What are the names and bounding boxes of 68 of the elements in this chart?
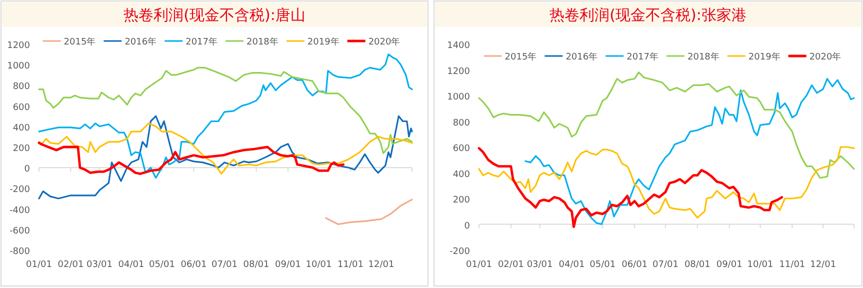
line-series <box>38 142 345 175</box>
x-tick-label: 06/01 <box>180 260 207 270</box>
legend-label: 2016年 <box>566 52 598 62</box>
x-tick-label: 07/01 <box>212 260 238 270</box>
x-tick-label: 03/01 <box>526 260 553 270</box>
legend-label: 2020年 <box>368 36 400 48</box>
x-tick-label: 01/01 <box>466 260 492 270</box>
x-tick-label: 08/01 <box>243 260 270 270</box>
x-tick-label: 12/01 <box>810 260 836 270</box>
legend-label: 2018年 <box>246 36 278 48</box>
x-tick-label: 07/01 <box>652 260 678 270</box>
chart-title: 热卷利润(现金不含税):张家港 <box>550 6 746 24</box>
x-tick-label: 11/01 <box>338 260 364 270</box>
legend-label: 2015年 <box>64 36 96 48</box>
chart-title: 热卷利润(现金不含税):唐山 <box>124 6 306 24</box>
line-series <box>38 122 413 175</box>
y-tick-label: 400 <box>452 170 470 180</box>
legend-label: 2019年 <box>748 52 780 62</box>
legend-label: 2018年 <box>688 52 720 62</box>
x-tick-label: 11/01 <box>779 260 806 270</box>
line-series <box>38 54 413 179</box>
y-tick-label: 0 <box>464 221 470 232</box>
x-tick-label: 05/01 <box>149 260 175 270</box>
y-tick-label: 1200 <box>7 41 30 51</box>
y-tick-label: 1200 <box>447 66 470 77</box>
y-tick-label: -400 <box>10 206 30 216</box>
x-tick-label: 09/01 <box>716 260 742 270</box>
legend-label: 2020年 <box>809 52 842 62</box>
line-series <box>478 146 855 219</box>
y-tick-label: 200 <box>452 196 470 206</box>
line-series <box>478 72 855 179</box>
y-tick-label: -200 <box>10 185 30 196</box>
y-tick-label: -600 <box>10 226 30 236</box>
y-tick-label: 200 <box>12 144 30 154</box>
y-tick-label: 1000 <box>7 62 30 72</box>
legend-label: 2017年 <box>626 52 658 62</box>
y-tick-label: 600 <box>12 102 30 113</box>
x-tick-label: 04/01 <box>558 260 585 270</box>
line-series <box>38 115 413 200</box>
line-series <box>478 147 784 228</box>
x-tick-label: 01/01 <box>26 260 52 270</box>
x-tick-label: 12/01 <box>368 260 394 270</box>
y-tick-label: 1400 <box>447 41 470 51</box>
line-series <box>524 78 855 226</box>
line-series <box>325 198 413 226</box>
x-tick-label: 05/01 <box>590 260 616 270</box>
x-tick-label: 08/01 <box>684 260 710 270</box>
legend-label: 2015年 <box>504 52 537 62</box>
y-tick-label: 0 <box>24 164 30 175</box>
x-tick-label: 03/01 <box>86 260 112 270</box>
legend-label: 2016年 <box>124 36 157 48</box>
y-tick-label: 1000 <box>447 92 470 102</box>
x-tick-label: 06/01 <box>622 260 648 270</box>
y-tick-label: 600 <box>452 144 470 154</box>
legend-label: 2017年 <box>186 36 218 48</box>
x-tick-label: 10/01 <box>306 260 332 270</box>
x-tick-label: 09/01 <box>275 260 301 270</box>
y-tick-label: -200 <box>450 247 470 257</box>
y-tick-label: 800 <box>452 118 470 128</box>
x-tick-label: 02/01 <box>58 260 84 270</box>
y-tick-label: -800 <box>10 247 30 257</box>
x-tick-label: 04/01 <box>118 260 144 270</box>
x-tick-label: 02/01 <box>498 260 524 270</box>
y-tick-label: 400 <box>12 123 30 134</box>
line-series <box>38 66 413 154</box>
y-tick-label: 800 <box>12 82 30 92</box>
legend-label: 2019年 <box>307 36 340 48</box>
x-tick-label: 10/01 <box>747 260 774 270</box>
